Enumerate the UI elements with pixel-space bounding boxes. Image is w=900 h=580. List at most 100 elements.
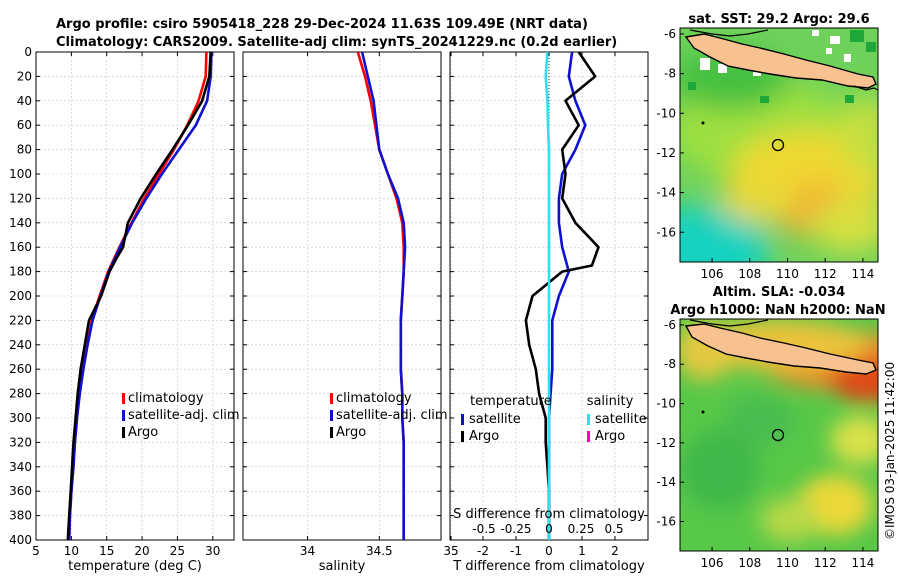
legend-salinity-title: salinity <box>587 394 634 409</box>
y-tick-label: 200 <box>9 289 32 303</box>
y-tick-label: 380 <box>9 509 32 523</box>
x-tick-label: -1 <box>510 544 522 558</box>
legend-swatch <box>461 431 464 442</box>
legend-label: Argo <box>469 429 499 444</box>
y-tick-label: 260 <box>9 362 32 376</box>
map-x-tick-label: 110 <box>776 267 799 281</box>
y-tick-label: 340 <box>9 460 32 474</box>
y-tick-label: 140 <box>9 216 32 230</box>
y-tick-label: 60 <box>17 118 32 132</box>
map-x-tick-label: 112 <box>814 267 837 281</box>
x-tick-label: 35 <box>443 544 458 558</box>
sst-map-panel: sat. SST: 29.2 Argo: 29.6 <box>656 12 879 281</box>
legend-label: Argo <box>595 429 625 444</box>
map-y-tick-label: -12 <box>656 146 676 160</box>
series-group <box>356 52 407 540</box>
sla-map-panel: Altim. SLA: -0.034 Argo h1000: NaN h2000… <box>656 285 885 570</box>
x-axis-label: T difference from climatology <box>452 559 645 574</box>
map-y-tick-label: -10 <box>656 106 676 120</box>
map-y-tick-label: -8 <box>664 67 676 81</box>
legend-label: Argo <box>128 425 158 440</box>
x-tick-label: 5 <box>32 544 40 558</box>
legend-label: satellite-adj. clim <box>128 408 240 423</box>
map-x-tick-label: 114 <box>851 556 874 570</box>
legend-swatch <box>122 393 125 404</box>
y-tick-label: 120 <box>9 191 32 205</box>
x-tick-label: -2 <box>477 544 489 558</box>
legend-label: satellite-adj. clim <box>336 408 448 423</box>
legend-label: climatology <box>336 391 412 406</box>
sst-field <box>680 28 878 262</box>
y-tick-label: 80 <box>17 143 32 157</box>
legend-swatch <box>122 410 125 421</box>
series-line-satellite-adj-clim <box>360 52 407 540</box>
legend-swatch <box>330 410 333 421</box>
map-x-tick-label: 106 <box>701 267 724 281</box>
y-tick-label: 240 <box>9 338 32 352</box>
top-tick-label: -0.25 <box>500 522 531 536</box>
legend-label: satellite <box>595 412 647 427</box>
map-x-tick-label: 108 <box>738 267 761 281</box>
y-tick-label: 280 <box>9 387 32 401</box>
x-tick-label: 0 <box>545 544 553 558</box>
map-y-tick-label: -10 <box>656 397 676 411</box>
y-tick-label: 100 <box>9 167 32 181</box>
y-tick-label: 300 <box>9 411 32 425</box>
map-y-tick-label: -14 <box>656 186 676 200</box>
sla-field <box>680 319 878 551</box>
series-line-argo <box>66 52 212 540</box>
map-x-tick-label: 106 <box>701 556 724 570</box>
map-x-tick-label: 112 <box>814 556 837 570</box>
y-tick-label: 160 <box>9 240 32 254</box>
x-tick-label: 10 <box>64 544 79 558</box>
difference-panel: -2 -1 0 1 2T difference from climatology temp… <box>449 51 649 574</box>
top-tick-label: 0 <box>545 522 553 536</box>
sla-map-subtitle: Argo h1000: NaN h2000: NaN <box>670 303 885 318</box>
y-tick-label: 40 <box>17 94 32 108</box>
map-y-tick-label: -16 <box>656 515 676 529</box>
x-tick-label: 2 <box>611 544 619 558</box>
sst-map-title: sat. SST: 29.2 Argo: 29.6 <box>688 12 869 27</box>
map-y-tick-label: -6 <box>664 318 676 332</box>
legend-label: satellite <box>469 412 521 427</box>
legend-swatch <box>330 393 333 404</box>
legend-label: Argo <box>336 425 366 440</box>
header-line-1: Argo profile: csiro 5905418_228 29-Dec-2… <box>56 17 588 32</box>
y-tick-label: 360 <box>9 484 32 498</box>
temperature-panel: 0 20 40 60 80 100 120 140 160 180 200 220 240 260 280 3… <box>9 45 240 574</box>
salinity-panel: 34 34.5 35 salinity climatology satellite-adj… <box>242 51 459 574</box>
y-tick-label: 220 <box>9 313 32 327</box>
legend-swatch <box>330 427 333 438</box>
legend-label: climatology <box>128 391 204 406</box>
series-line-salinity-satellite <box>544 52 551 540</box>
series-group <box>524 52 600 540</box>
x-tick-label: 34.5 <box>366 544 393 558</box>
y-tick-label: 20 <box>17 69 32 83</box>
x-tick-label: 1 <box>578 544 586 558</box>
x-axis-label: temperature (deg C) <box>68 559 202 574</box>
sst-argo-location-marker <box>771 138 785 152</box>
y-tick-label: 180 <box>9 265 32 279</box>
map-y-tick-label: -16 <box>656 225 676 239</box>
map-y-tick-label: -6 <box>664 27 676 41</box>
legend-temperature-title: temperature <box>470 394 552 409</box>
legend-swatch <box>587 414 590 425</box>
top-tick-label: 0.5 <box>604 522 623 536</box>
top-axis-label: S difference from climatology <box>453 507 645 522</box>
x-tick-label: 34 <box>300 544 315 558</box>
map-y-tick-label: -8 <box>664 357 676 371</box>
x-tick-label: 20 <box>134 544 149 558</box>
y-tick-label: 0 <box>24 45 32 59</box>
y-tick-label: 400 <box>9 533 32 547</box>
x-axis-label: salinity <box>319 559 366 574</box>
legend-swatch <box>461 414 464 425</box>
x-tick-label: 30 <box>205 544 220 558</box>
x-tick-label: 25 <box>170 544 185 558</box>
top-tick-label: -0.5 <box>472 522 495 536</box>
sla-map-title: Altim. SLA: -0.034 <box>713 285 845 300</box>
map-x-tick-label: 108 <box>738 556 761 570</box>
top-tick-label: 0.25 <box>568 522 595 536</box>
legend-swatch <box>122 427 125 438</box>
y-tick-label: 320 <box>9 435 32 449</box>
